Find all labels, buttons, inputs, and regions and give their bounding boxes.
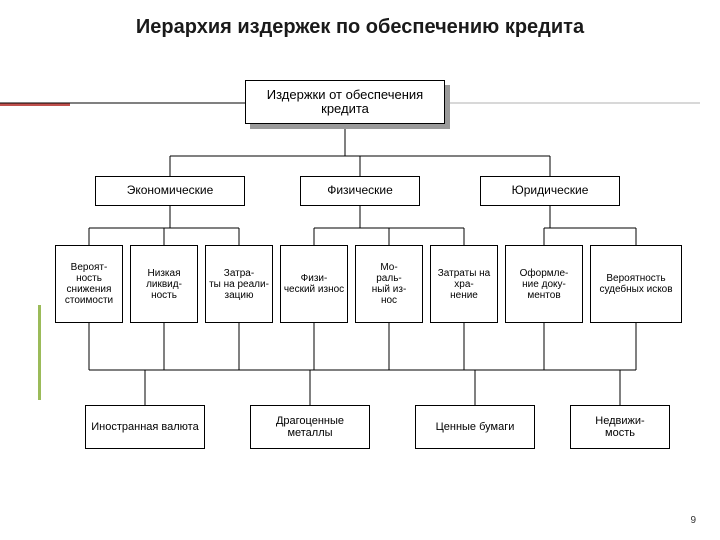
accent-bar-horizontal bbox=[0, 103, 70, 106]
node-phys: Физические bbox=[300, 176, 420, 206]
node-phys_wear: Физи-ческий износ bbox=[280, 245, 348, 323]
node-storage: Затраты на хра-нение bbox=[430, 245, 498, 323]
node-secur: Ценные бумаги bbox=[415, 405, 535, 449]
node-jur: Юридические bbox=[480, 176, 620, 206]
node-low_liq: Низкая ликвид-ность bbox=[130, 245, 198, 323]
node-econ: Экономические bbox=[95, 176, 245, 206]
node-cost_real: Затра-ты на реали-зацию bbox=[205, 245, 273, 323]
node-lawsuits: Вероятность судебных исков bbox=[590, 245, 682, 323]
node-moral: Мо-раль-ный из-нос bbox=[355, 245, 423, 323]
page-number: 9 bbox=[690, 515, 696, 526]
node-realty: Недвижи-мость bbox=[570, 405, 670, 449]
node-metals: Драгоценные металлы bbox=[250, 405, 370, 449]
node-forex: Иностранная валюта bbox=[85, 405, 205, 449]
node-root: Издержки от обеспечения кредита bbox=[245, 80, 445, 124]
node-docs: Оформле-ние доку-ментов bbox=[505, 245, 583, 323]
slide-title: Иерархия издержек по обеспечению кредита bbox=[0, 16, 720, 39]
node-prob_dec: Вероят-ность снижения стоимости bbox=[55, 245, 123, 323]
accent-bar-vertical bbox=[38, 305, 41, 400]
slide: Иерархия издержек по обеспечению кредита… bbox=[0, 0, 720, 540]
